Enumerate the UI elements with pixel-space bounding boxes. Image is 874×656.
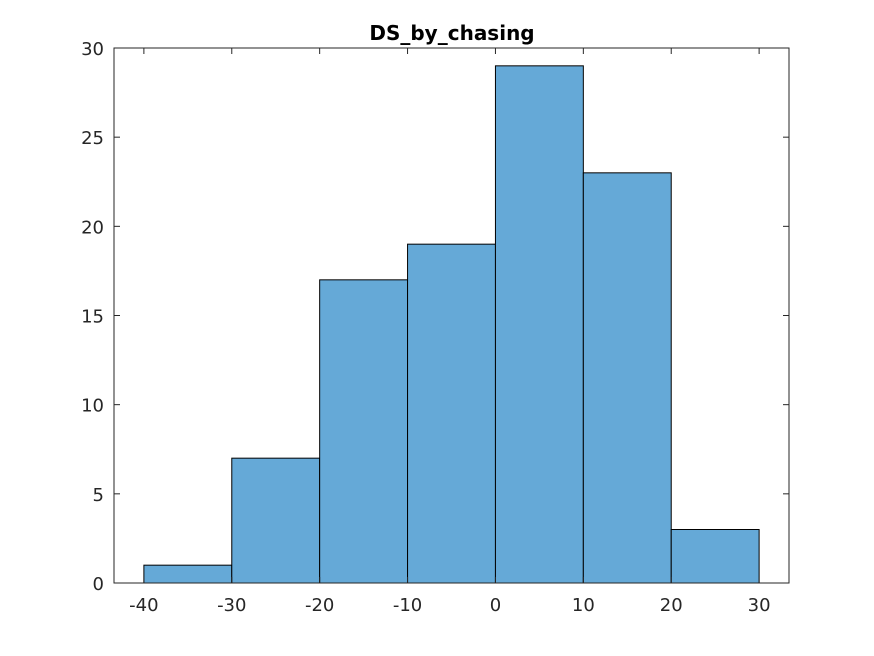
histogram-bar	[670, 529, 760, 584]
x-tick-label: -20	[305, 595, 334, 616]
x-tick-label: 10	[572, 595, 595, 616]
x-tick-label: 20	[660, 595, 683, 616]
y-tick-label: 0	[93, 574, 104, 595]
y-tick-label: 5	[93, 485, 104, 506]
y-tick-label: 20	[81, 217, 104, 238]
x-tick-label: -40	[129, 595, 158, 616]
chart-title: DS_by_chasing	[369, 21, 534, 45]
x-tick-label: -30	[217, 595, 246, 616]
histogram-bar	[143, 564, 233, 584]
x-tick-label: 0	[490, 595, 501, 616]
histogram-bar	[319, 279, 409, 584]
histogram-bar	[407, 243, 496, 584]
y-tick-label: 25	[81, 128, 104, 149]
x-tick-labels: -40 -30 -20 -10 0 10 20 30	[129, 595, 770, 616]
axes-box	[113, 47, 790, 584]
histogram-bar	[582, 172, 672, 584]
y-tick-label: 10	[81, 396, 104, 417]
x-tick-label: 30	[748, 595, 771, 616]
bars-group	[143, 65, 760, 584]
histogram-bar	[231, 457, 321, 584]
y-tick-labels: 0 5 10 15 20 25 30	[81, 39, 104, 595]
y-tick-label: 30	[81, 39, 104, 60]
x-tick-label: -10	[393, 595, 422, 616]
histogram-bar	[494, 65, 584, 584]
y-tick-label: 15	[81, 307, 104, 328]
